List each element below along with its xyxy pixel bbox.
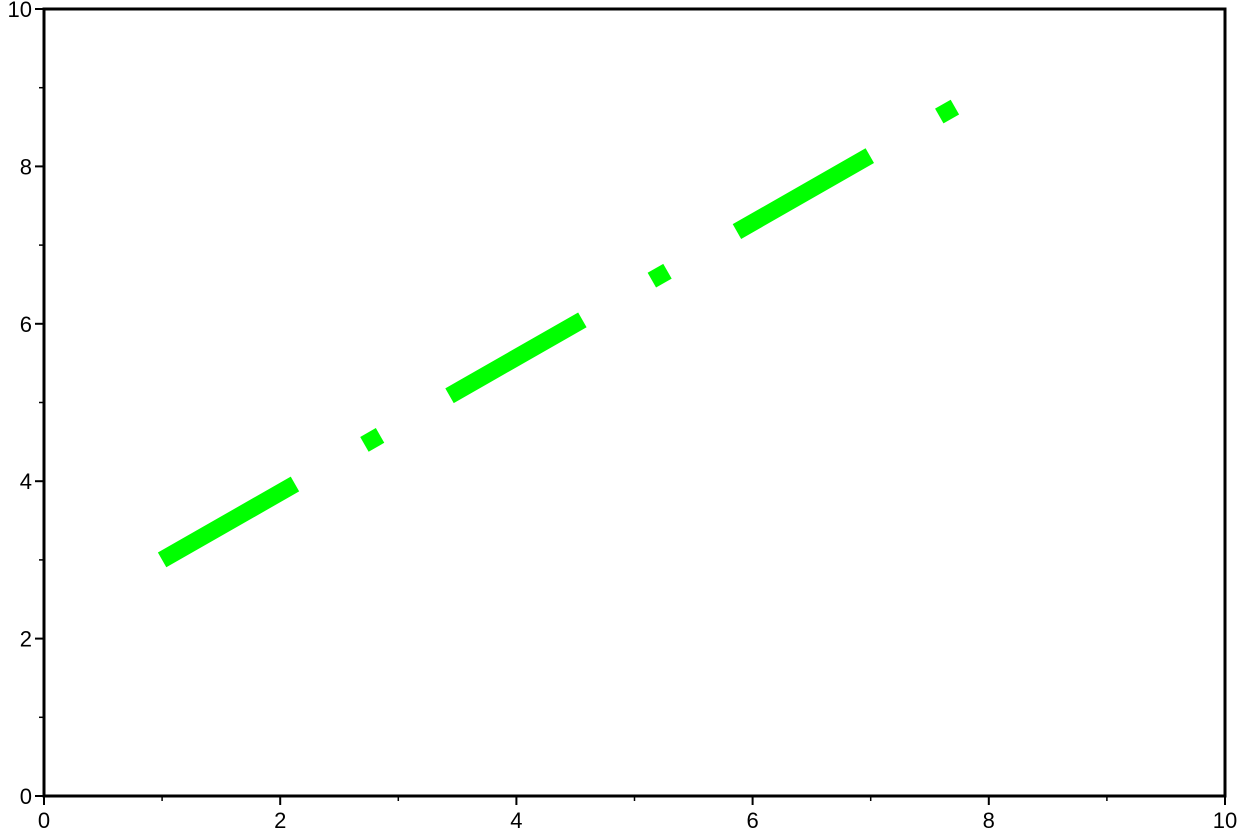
x-tick-label: 4 xyxy=(510,808,522,833)
y-tick-label: 8 xyxy=(20,154,32,179)
x-tick-label: 2 xyxy=(274,808,286,833)
plot-frame xyxy=(42,7,1227,798)
series-layer xyxy=(157,80,994,568)
x-tick-label: 8 xyxy=(983,808,995,833)
x-tick-label: 6 xyxy=(746,808,758,833)
x-tick-label: 0 xyxy=(38,808,50,833)
series-line xyxy=(157,80,994,568)
ticks-layer: 0 2 4 6 8 10 0 2 4 6 8 10 xyxy=(8,0,1238,833)
y-tick-label: 2 xyxy=(20,627,32,652)
y-tick-label: 0 xyxy=(20,784,32,809)
x-tick-label: 10 xyxy=(1213,808,1237,833)
y-tick-label: 10 xyxy=(8,0,32,22)
y-tick-label: 4 xyxy=(20,469,32,494)
y-tick-label: 6 xyxy=(20,312,32,337)
